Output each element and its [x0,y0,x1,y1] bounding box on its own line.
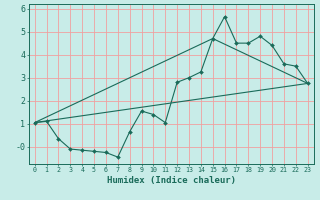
X-axis label: Humidex (Indice chaleur): Humidex (Indice chaleur) [107,176,236,185]
